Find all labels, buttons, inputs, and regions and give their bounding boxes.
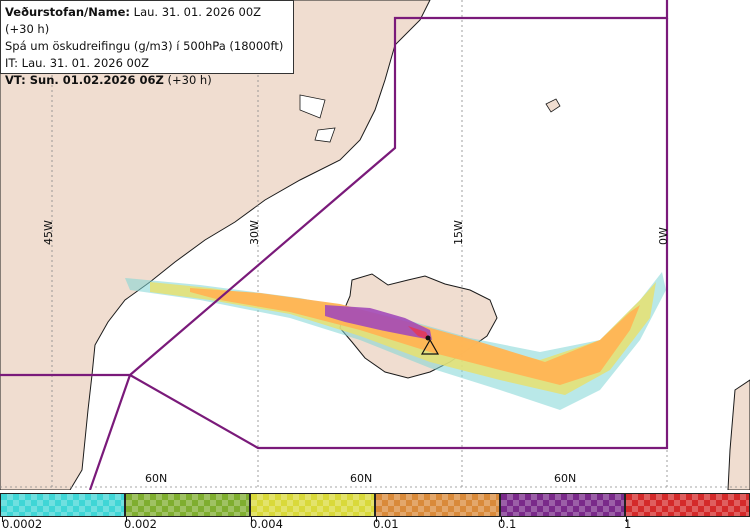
small-island — [545, 98, 561, 113]
name-line: Veðurstofan/Name: Lau. 31. 01. 2026 00Z … — [5, 4, 289, 38]
legend-swatch-2 — [250, 493, 375, 517]
lat-label-1: 60N — [145, 472, 167, 485]
valid-time-label: VT: Sun. 01.02.2026 06Z — [5, 73, 164, 87]
valid-time-suffix: (+30 h) — [167, 73, 212, 87]
legend-swatch-0 — [0, 493, 125, 517]
lon-label-45w: 45W — [42, 220, 55, 245]
concentration-legend: 0.0002 0.002 0.004 0.01 0.1 1 — [0, 490, 750, 532]
forecast-info-box: Veðurstofan/Name: Lau. 31. 01. 2026 00Z … — [0, 0, 294, 87]
legend-label-1: 0.002 — [124, 517, 157, 531]
valid-time-line: VT: Sun. 01.02.2026 06Z (+30 h) — [5, 72, 289, 89]
lon-label-30w: 30W — [248, 220, 261, 245]
legend-swatch-5 — [625, 493, 750, 517]
lon-label-15w: 15W — [452, 220, 465, 245]
lat-label-2: 60N — [350, 472, 372, 485]
legend-label-5: 1 — [624, 517, 632, 531]
name-label: Veðurstofan/Name: — [5, 5, 130, 19]
norway-coast — [727, 379, 750, 490]
forecast-description: Spá um öskudreifingu (g/m3) í 500hPa (18… — [5, 39, 284, 53]
fir-boundary — [0, 0, 669, 490]
legend-label-4: 0.1 — [498, 517, 517, 531]
legend-swatch-4 — [500, 493, 625, 517]
greenland-land — [0, 0, 431, 490]
legend-label-3: 0.01 — [373, 517, 399, 531]
legend-swatch-3 — [375, 493, 500, 517]
ash-plume-purple — [325, 305, 432, 340]
lon-label-0w: 0W — [657, 227, 670, 245]
legend-swatch-1 — [125, 493, 250, 517]
name-value: Lau. 31. 01. 2026 00Z (+30 h) — [5, 5, 262, 36]
issue-time: IT: Lau. 31. 01. 2026 00Z — [5, 56, 150, 70]
volcano-icon — [420, 338, 440, 355]
ash-forecast-map: 45W 30W 15W 0W 60N 60N 60N — [0, 0, 750, 490]
legend-label-0: 0.0002 — [2, 517, 43, 531]
legend-label-2: 0.004 — [250, 517, 283, 531]
ash-plume-red — [408, 326, 430, 340]
lat-label-3: 60N — [554, 472, 576, 485]
